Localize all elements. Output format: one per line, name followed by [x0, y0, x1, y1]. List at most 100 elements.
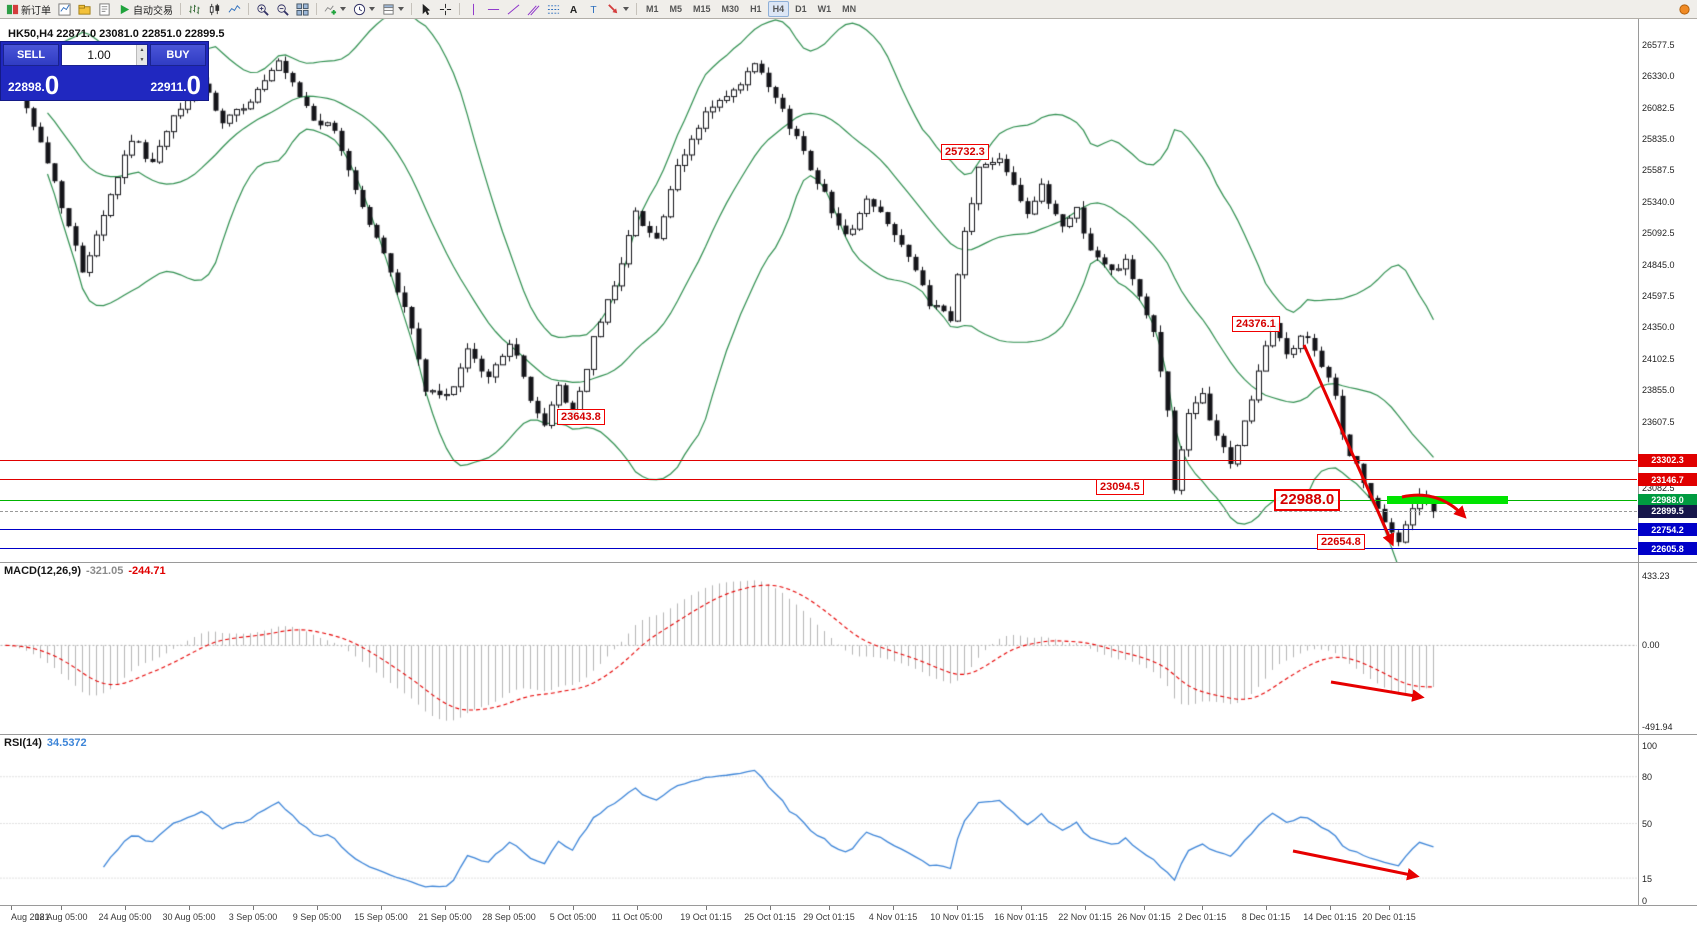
time-axis-tick [61, 906, 62, 910]
price-axis-label: 23855.0 [1642, 385, 1675, 396]
time-axis-tick [706, 906, 707, 910]
volume-up-icon[interactable]: ▲ [139, 47, 145, 53]
price-callout[interactable]: 23643.8 [557, 408, 605, 425]
vline-icon [467, 3, 480, 16]
price-axis-label: 24845.0 [1642, 259, 1675, 270]
macd-name: MACD(12,26,9) [4, 565, 82, 577]
volume-input[interactable] [62, 45, 136, 65]
sell-price-big-digit: 0 [44, 70, 60, 100]
zoom-in-button[interactable] [253, 1, 272, 17]
time-axis-tick [317, 906, 318, 910]
toolbar-separator [180, 3, 181, 15]
scripts-icon [98, 2, 111, 16]
time-axis-label: 11 Oct 05:00 [611, 912, 663, 922]
price-line-22899.5[interactable] [0, 510, 1637, 512]
time-axis-label: 19 Oct 01:15 [680, 912, 732, 922]
timeframe-m15-button[interactable]: M15 [688, 1, 716, 17]
timeframe-w1-button[interactable]: W1 [813, 1, 837, 17]
time-axis[interactable] [0, 906, 1697, 942]
connection-status-button[interactable] [1675, 1, 1694, 17]
sell-price[interactable]: 22898. 0 [8, 70, 60, 100]
chevron-down-icon [398, 7, 404, 11]
price-axis-label: 24350.0 [1642, 322, 1675, 333]
price-axis-tag: 23146.7 [1638, 473, 1697, 487]
price-callout[interactable]: 22988.0 [1274, 489, 1341, 512]
toolbar-separator [411, 3, 412, 15]
price-axis-label: 24597.5 [1642, 291, 1675, 302]
zoom-out-button[interactable] [273, 1, 292, 17]
profiles-button[interactable] [75, 1, 94, 17]
label-button[interactable]: T [584, 1, 603, 17]
autotrade-button[interactable]: 自动交易 [115, 1, 176, 17]
charts-button[interactable] [55, 1, 74, 17]
timeframe-m1-button[interactable]: M1 [641, 1, 664, 17]
volume-spinner[interactable]: ▲ ▼ [136, 45, 147, 65]
indicators-button[interactable] [321, 1, 349, 17]
time-axis-tick [509, 906, 510, 910]
rsi-axis-label: 50 [1642, 819, 1653, 829]
timeframe-mn-button[interactable]: MN [837, 1, 861, 17]
rsi-panel-separator[interactable] [0, 734, 1697, 735]
macd-panel-separator[interactable] [0, 562, 1697, 563]
macd-axis-label: 0.00 [1642, 639, 1660, 650]
sell-button[interactable]: SELL [3, 44, 59, 66]
crosshair-button[interactable] [436, 1, 455, 17]
trendline-button[interactable] [504, 1, 523, 17]
zoom-out-icon [276, 3, 289, 16]
volume-field[interactable]: ▲ ▼ [61, 44, 148, 66]
time-axis-tick [770, 906, 771, 910]
price-line-22605.8[interactable] [0, 548, 1637, 550]
line-chart-icon [228, 3, 241, 16]
arrows-button[interactable] [604, 1, 632, 17]
profiles-icon [78, 3, 91, 16]
tile-windows-button[interactable] [293, 1, 312, 17]
trade-panel-prices: 22898. 0 22911. 0 [3, 68, 206, 98]
candlestick-chart-button[interactable] [205, 1, 224, 17]
vertical-line-button[interactable] [464, 1, 483, 17]
line-chart-button[interactable] [225, 1, 244, 17]
timeframe-m5-button[interactable]: M5 [665, 1, 688, 17]
cursor-button[interactable] [416, 1, 435, 17]
price-line-23302.3[interactable] [0, 459, 1637, 461]
price-axis-label: 25587.5 [1642, 165, 1675, 176]
time-axis-label: 3 Sep 05:00 [228, 912, 278, 922]
rsi-value: 34.5372 [46, 737, 87, 749]
price-line-23146.7[interactable] [0, 479, 1637, 481]
fibonacci-button[interactable] [544, 1, 563, 17]
timeframe-h4-button[interactable]: H4 [767, 1, 790, 17]
time-axis-label: 14 Dec 01:15 [1303, 912, 1357, 922]
price-callout[interactable]: 22654.8 [1317, 534, 1365, 551]
channel-icon [527, 3, 540, 16]
templates-button[interactable] [379, 1, 407, 17]
macd-panel-canvas[interactable] [0, 562, 1637, 734]
time-axis-tick [573, 906, 574, 910]
horizontal-line-button[interactable] [484, 1, 503, 17]
time-axis-label: 30 Aug 05:00 [162, 912, 216, 922]
time-axis-label: 22 Nov 01:15 [1058, 912, 1112, 922]
buy-button[interactable]: BUY [150, 44, 206, 66]
timeframe-h1-button[interactable]: H1 [745, 1, 767, 17]
price-axis-tag: 22988.0 [1638, 493, 1697, 507]
price-callout[interactable]: 23094.5 [1096, 478, 1144, 495]
price-callout[interactable]: 24376.1 [1232, 316, 1280, 333]
text-button[interactable]: A [564, 1, 583, 17]
new-order-button[interactable]: 新订单 [3, 1, 54, 17]
time-axis-tick [381, 906, 382, 910]
price-axis-tag: 23302.3 [1638, 453, 1697, 467]
price-callout[interactable]: 25732.3 [941, 144, 989, 161]
one-click-trading-panel: SELL ▲ ▼ BUY 22898. 0 22911. 0 [0, 41, 209, 101]
price-line-22754.2[interactable] [0, 529, 1637, 531]
price-line-22988[interactable] [0, 499, 1637, 501]
scripts-button[interactable] [95, 1, 114, 17]
volume-down-icon[interactable]: ▼ [139, 57, 145, 63]
buy-price[interactable]: 22911. 0 [150, 72, 201, 98]
bar-chart-button[interactable] [185, 1, 204, 17]
time-axis-tick [637, 906, 638, 910]
timeframe-m30-button[interactable]: M30 [717, 1, 745, 17]
periods-button[interactable] [350, 1, 378, 17]
macd-indicator-label: MACD(12,26,9) -321.05 -244.71 [4, 565, 166, 577]
timeframe-d1-button[interactable]: D1 [790, 1, 812, 17]
channel-button[interactable] [524, 1, 543, 17]
price-axis-tag: 22754.2 [1638, 523, 1697, 537]
rsi-panel-canvas[interactable] [0, 734, 1637, 905]
